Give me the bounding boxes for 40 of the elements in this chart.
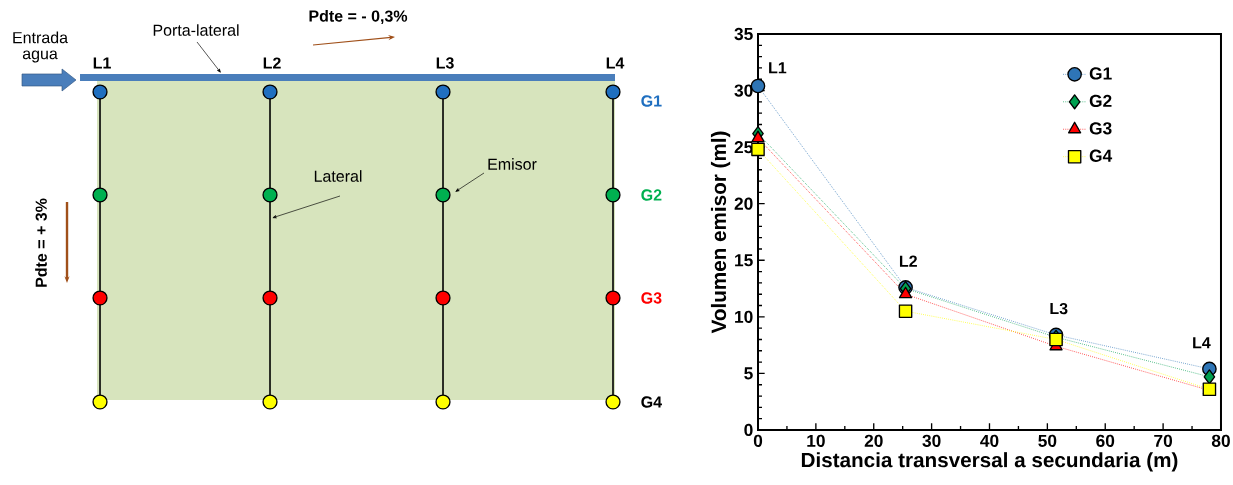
x-tick-label: 80 bbox=[1211, 434, 1230, 447]
text: Emisor bbox=[488, 158, 537, 170]
x-tick-label: 20 bbox=[864, 434, 883, 447]
y-tick-label: 5 bbox=[744, 367, 753, 380]
y-tick-label: 20 bbox=[734, 197, 753, 210]
y-tick-label: 35 bbox=[734, 27, 753, 41]
text: L1 bbox=[93, 57, 111, 69]
text: L2 bbox=[263, 57, 281, 69]
text: G2 bbox=[641, 189, 662, 201]
x-tick-label: 60 bbox=[1096, 434, 1115, 447]
y-tick-label: 0 bbox=[744, 423, 753, 437]
text: G4 bbox=[641, 396, 662, 408]
annotation: L4 bbox=[1193, 337, 1211, 349]
text: Lateral bbox=[314, 170, 362, 182]
x-axis-title: Distancia transversal a secundaria (m) bbox=[801, 452, 1178, 472]
text: G3 bbox=[641, 292, 662, 304]
text: L4 bbox=[606, 57, 625, 69]
legend-label: G1 bbox=[1089, 67, 1112, 80]
text: Pdte = + 3% bbox=[35, 198, 47, 287]
x-tick-label: 0 bbox=[753, 434, 763, 447]
text: G1 bbox=[641, 95, 662, 107]
text: Entrada agua bbox=[13, 31, 69, 63]
y-axis-title: Volumen emisor (ml) bbox=[710, 131, 731, 334]
legend-label: G4 bbox=[1089, 149, 1113, 162]
legend-label: G2 bbox=[1089, 94, 1112, 108]
text: Porta-lateral bbox=[153, 24, 239, 36]
text: L3 bbox=[436, 57, 454, 69]
x-tick-label: 70 bbox=[1154, 434, 1173, 447]
annotation: L3 bbox=[1050, 302, 1068, 315]
annotation: L1 bbox=[769, 62, 787, 74]
x-tick-label: 50 bbox=[1038, 434, 1057, 447]
x-tick-label: 10 bbox=[807, 434, 825, 447]
annotation: L2 bbox=[899, 255, 917, 267]
legend-label: G3 bbox=[1089, 122, 1112, 135]
y-tick-label: 15 bbox=[735, 254, 753, 267]
text: Pdte = - 0,3% bbox=[309, 9, 408, 25]
x-tick-label: 30 bbox=[922, 434, 941, 447]
y-tick-label: 30 bbox=[734, 84, 753, 97]
x-tick-label: 40 bbox=[980, 434, 999, 447]
y-tick-label: 10 bbox=[735, 310, 753, 323]
